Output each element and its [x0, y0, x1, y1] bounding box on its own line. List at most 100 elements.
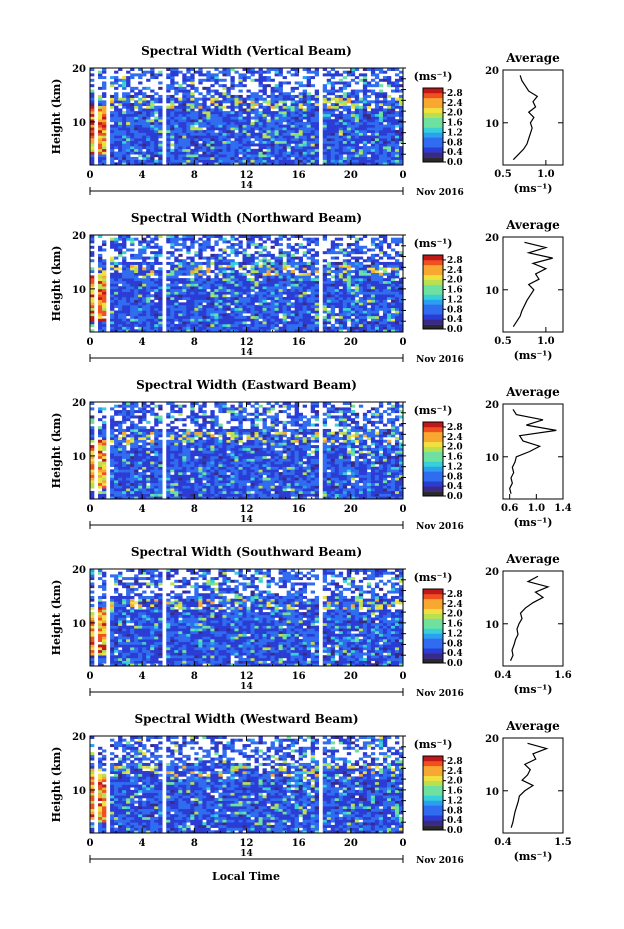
heatmap-cell — [98, 275, 103, 279]
heatmap-cell — [298, 154, 303, 158]
heatmap-cell — [190, 264, 195, 268]
heatmap-cell — [142, 94, 147, 98]
heatmap-cell — [202, 323, 207, 327]
heatmap-cell — [134, 270, 139, 274]
heatmap-cell — [358, 496, 364, 500]
heatmap-cell — [202, 296, 207, 300]
heatmap-cell — [290, 485, 295, 489]
heatmap-cell — [194, 138, 199, 142]
heatmap-cell — [326, 129, 332, 133]
heatmap-cell — [354, 97, 360, 101]
heatmap-cell — [102, 151, 107, 155]
heatmap-cell — [358, 245, 364, 249]
heatmap-cell — [342, 103, 348, 107]
heatmap-cell — [222, 105, 227, 109]
heatmap-cell — [366, 248, 372, 252]
heatmap-cell — [182, 140, 187, 144]
heatmap-cell — [298, 286, 303, 290]
heatmap-cell — [98, 313, 103, 317]
heatmap-cell — [226, 326, 231, 330]
heatmap-cell — [218, 70, 223, 74]
heatmap-cell — [278, 143, 283, 147]
heatmap-cell — [390, 68, 396, 71]
heatmap-cell — [246, 245, 251, 249]
heatmap-cell — [306, 103, 311, 107]
heatmap-cell — [266, 278, 271, 282]
heatmap-cell — [262, 146, 267, 150]
heatmap-cell — [342, 94, 348, 98]
heatmap-cell — [114, 245, 119, 249]
heatmap-cell — [130, 485, 135, 489]
heatmap-cell — [330, 307, 336, 311]
heatmap-cell — [386, 100, 392, 104]
heatmap-cell — [194, 116, 199, 120]
heatmap-cell — [286, 237, 291, 241]
heatmap-cell — [390, 267, 396, 271]
heatmap-cell — [110, 294, 115, 298]
heatmap-cell — [126, 70, 131, 74]
heatmap-cell — [262, 321, 267, 325]
heatmap-cell — [222, 124, 227, 128]
heatmap-cell — [326, 73, 332, 77]
heatmap-cell — [310, 140, 316, 144]
heatmap-cell — [122, 272, 127, 276]
heatmap-cell — [330, 68, 336, 71]
heatmap-cell — [306, 237, 311, 241]
heatmap-cell — [250, 307, 255, 311]
heatmap-cell — [114, 267, 119, 271]
heatmap-cell — [290, 488, 295, 492]
heatmap-cell — [178, 305, 183, 309]
heatmap-cell — [298, 264, 303, 268]
heatmap-cell — [158, 267, 163, 271]
heatmap-cell — [178, 116, 183, 120]
heatmap-cell — [218, 294, 223, 298]
heatmap-cell — [254, 283, 259, 287]
heatmap-cell — [314, 111, 320, 115]
heatmap-cell — [198, 132, 203, 136]
heatmap-cell — [190, 105, 195, 109]
heatmap-cell — [262, 323, 267, 327]
heatmap-cell — [246, 253, 251, 257]
heatmap-cell — [214, 496, 219, 500]
heatmap-cell — [258, 315, 263, 319]
heatmap-cell — [278, 296, 283, 300]
heatmap-cell — [182, 113, 187, 117]
heatmap-cell — [270, 488, 275, 492]
heatmap-cell — [206, 159, 211, 163]
heatmap-cell — [246, 310, 251, 314]
heatmap-cell — [114, 143, 119, 147]
heatmap-cell — [330, 329, 336, 333]
heatmap-cell — [246, 146, 251, 150]
heatmap-cell — [154, 124, 159, 128]
heatmap-cell — [122, 84, 127, 88]
heatmap-cell — [370, 240, 376, 244]
heatmap-cell — [366, 302, 372, 306]
heatmap-cell — [238, 307, 243, 311]
heatmap-cell — [250, 267, 255, 271]
heatmap-cell — [314, 270, 320, 274]
heatmap-cell — [294, 138, 299, 142]
heatmap-cell — [258, 321, 263, 325]
heatmap-cell — [362, 329, 368, 333]
heatmap-cell — [314, 261, 320, 265]
heatmap-cell — [338, 270, 344, 274]
heatmap-cell — [110, 100, 115, 104]
heatmap-cell — [158, 127, 163, 131]
x-tick-label: 12 — [240, 170, 254, 181]
heatmap-cell — [90, 288, 95, 292]
heatmap-cell — [98, 235, 103, 238]
heatmap-cell — [334, 485, 340, 489]
heatmap-cell — [266, 302, 271, 306]
heatmap-cell — [310, 296, 316, 300]
heatmap-cell — [314, 283, 320, 287]
heatmap-cell — [346, 100, 352, 104]
heatmap-cell — [338, 318, 344, 322]
heatmap-cell — [286, 315, 291, 319]
heatmap-cell — [102, 100, 107, 104]
heatmap-cell — [278, 248, 283, 252]
heatmap-cell — [370, 270, 376, 274]
heatmap-cell — [270, 94, 275, 98]
heatmap-cell — [362, 73, 368, 77]
heatmap-cell — [170, 315, 175, 319]
heatmap-cell — [230, 272, 235, 276]
